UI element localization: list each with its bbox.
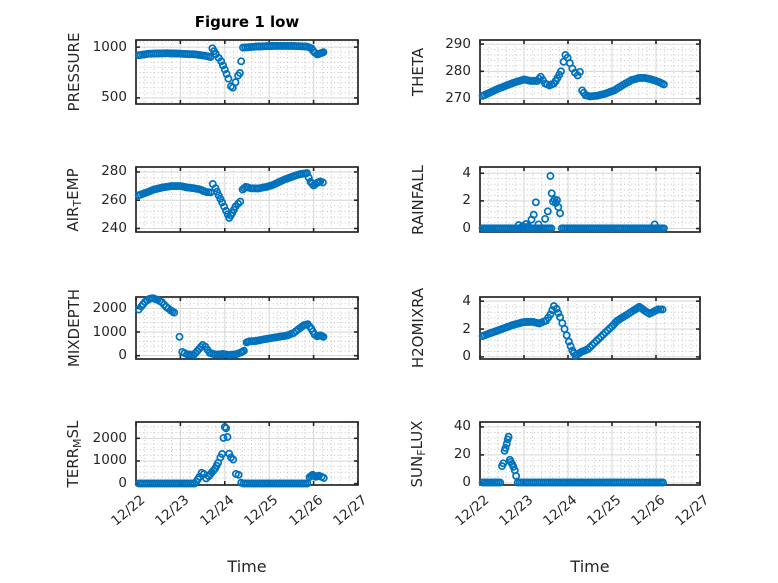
scatter-series	[134, 423, 328, 488]
axes-box	[479, 296, 701, 360]
y-tick-label: 0	[462, 474, 471, 491]
y-tick-label: 4	[462, 164, 471, 181]
minor-grid	[136, 167, 358, 232]
major-grid	[480, 297, 700, 359]
y-tick-label: 2	[462, 320, 471, 337]
y-tick-label: 500	[101, 89, 127, 106]
tick-marks	[135, 297, 359, 359]
major-grid	[480, 167, 700, 232]
y-axis-label-theta: THETA	[409, 47, 427, 97]
y-tick-label: 2	[462, 192, 471, 209]
y-tick-label: 270	[445, 90, 471, 107]
y-tick-label: 280	[445, 62, 471, 79]
figure-title: Figure 1 low	[194, 13, 300, 31]
subplot-sun-flux	[478, 421, 701, 487]
x-tick-label: 12/27	[672, 492, 713, 530]
y-tick-label: 0	[118, 347, 127, 364]
subplot-rainfall	[478, 166, 701, 233]
y-axis-label-h2omixra: H2OMIXRA	[409, 287, 427, 369]
tick-marks	[479, 297, 701, 359]
axes-box	[135, 39, 359, 105]
minor-grid	[136, 422, 358, 485]
tick-marks	[479, 40, 701, 104]
scatter-series	[478, 172, 668, 233]
y-axis-label-terr-msl: TERRMSL	[64, 420, 84, 487]
y-tick-label: 4	[462, 292, 471, 309]
x-axis-label-left: Time	[227, 557, 267, 576]
y-axis-label-subscript: T	[70, 199, 84, 207]
subplot-terr-msl	[134, 421, 359, 488]
y-axis-label-rainfall: RAINFALL	[409, 164, 427, 235]
subplot-h2omixra	[478, 296, 701, 360]
axes-box	[479, 166, 701, 233]
y-tick-label: 2000	[92, 299, 127, 316]
x-tick-label: 12/26	[285, 492, 326, 530]
x-tick-label: 12/24	[196, 492, 238, 530]
y-tick-label: 1000	[92, 452, 127, 469]
x-tick-label: 12/25	[584, 492, 625, 530]
tick-marks	[135, 167, 359, 232]
y-axis-label-subscript: M	[70, 437, 84, 448]
y-axis-label-air-temp: AIRTEMP	[64, 167, 84, 232]
x-tick-label: 12/26	[628, 492, 669, 530]
scatter-series	[134, 294, 328, 359]
y-tick-label: 290	[445, 35, 471, 52]
major-grid	[136, 167, 358, 232]
y-tick-label: 0	[462, 220, 471, 237]
y-axis-label-subscript: F	[414, 448, 428, 456]
y-tick-label: 0	[462, 348, 471, 365]
x-tick-label: 12/23	[496, 492, 537, 530]
axes-box	[135, 166, 359, 233]
y-axis-label-mixdepth: MIXDEPTH	[65, 288, 83, 368]
y-axis-label-pressure: PRESSURE	[65, 32, 83, 112]
x-tick-label: 12/27	[330, 492, 371, 530]
minor-grid	[480, 167, 700, 232]
y-tick-label: 0	[118, 475, 127, 492]
y-tick-label: 2000	[92, 429, 127, 446]
y-axis-label-sun-flux: SUNFLUX	[408, 420, 428, 487]
y-tick-label: 1000	[92, 38, 127, 55]
y-tick-label: 20	[453, 446, 471, 463]
subplot-air-temp	[134, 166, 359, 233]
major-grid	[136, 422, 358, 485]
x-tick-label: 12/22	[108, 492, 149, 530]
y-tick-label: 240	[101, 219, 127, 236]
x-tick-label: 12/22	[452, 492, 493, 530]
scatter-series	[478, 432, 667, 487]
scatter-series	[134, 169, 327, 222]
scatter-series	[478, 302, 667, 360]
y-tick-label: 1000	[92, 323, 127, 340]
subplot-theta	[478, 39, 701, 105]
tick-marks	[135, 40, 359, 104]
y-tick-label: 280	[101, 163, 127, 180]
x-tick-label: 12/25	[241, 492, 282, 530]
y-tick-label: 260	[101, 191, 127, 208]
scatter-series	[134, 41, 328, 92]
axes-box	[135, 296, 359, 360]
scatter-series	[478, 51, 668, 101]
tick-marks	[479, 167, 701, 232]
subplot-pressure	[134, 39, 359, 105]
x-axis-label-right: Time	[570, 557, 610, 576]
x-tick-label: 12/23	[152, 492, 193, 530]
x-tick-label: 12/24	[540, 492, 581, 530]
subplot-mixdepth	[134, 294, 359, 360]
y-tick-label: 40	[453, 418, 471, 435]
